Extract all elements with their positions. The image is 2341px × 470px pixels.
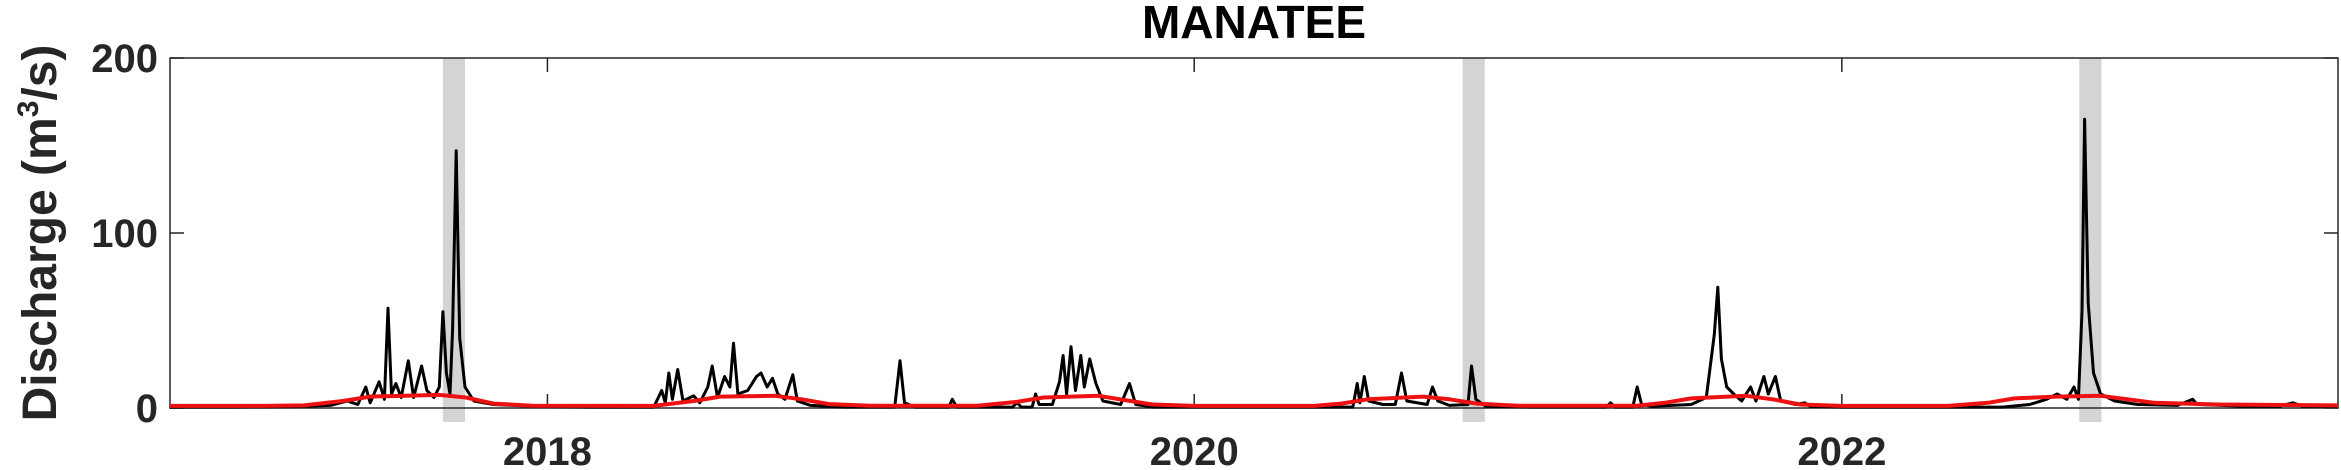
chart-title: MANATEE [1142, 0, 1366, 48]
shaded-periods [442, 58, 2102, 422]
data-series [170, 117, 2339, 409]
x-tick-label-2: 2022 [1797, 430, 1886, 470]
y-axis-label-base: Discharge (m [14, 117, 67, 421]
axis-ticks: 0 100 200 2018 2020 2022 [91, 37, 2338, 470]
series-line-1 [170, 392, 2339, 408]
y-axis-label: Discharge (m3/s) [12, 45, 67, 422]
x-tick-label-1: 2020 [1150, 430, 1239, 470]
y-axis-label-sup: 3 [12, 101, 45, 118]
plot-area-frame [169, 57, 2339, 409]
series-line-0 [170, 117, 2338, 409]
y-tick-label-1: 100 [91, 212, 158, 256]
y-tick-label-0: 0 [136, 387, 158, 431]
shaded-period-1 [1462, 58, 1485, 422]
x-tick-label-0: 2018 [503, 430, 592, 470]
y-tick-label-2: 200 [91, 37, 158, 81]
y-axis-label-tail: /s) [14, 45, 67, 101]
